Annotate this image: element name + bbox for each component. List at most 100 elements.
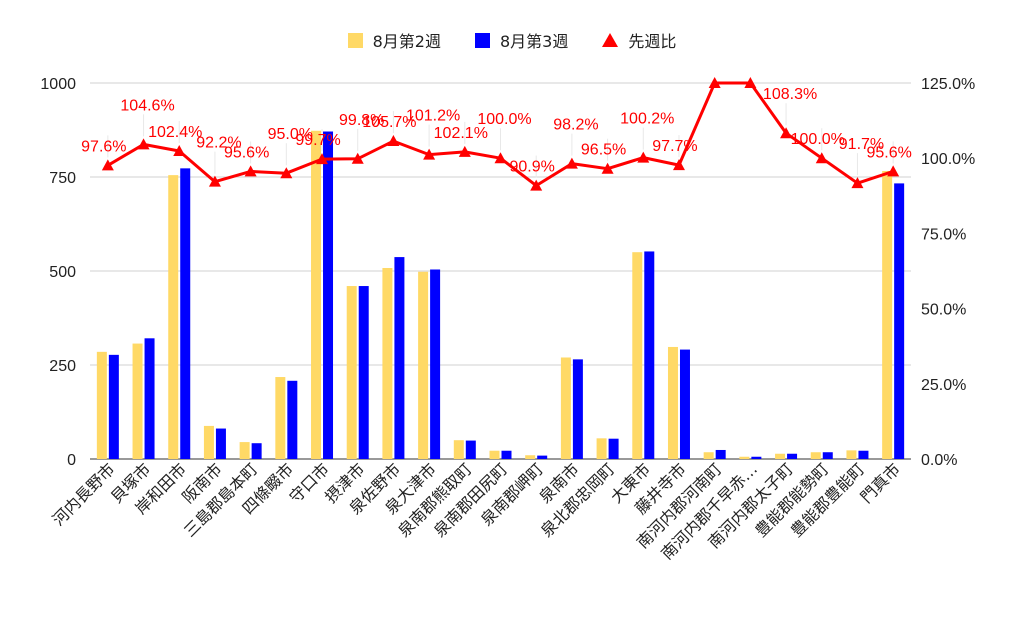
- bar-week2: [489, 450, 500, 459]
- y-right-tick-label: 0.0%: [921, 452, 957, 469]
- ratio-data-label: 99.8%: [339, 112, 384, 129]
- ratio-data-label: 98.2%: [553, 117, 598, 134]
- bar-week3: [715, 449, 726, 459]
- ratio-data-label: 99.7%: [295, 132, 340, 149]
- ratio-data-label: 96.5%: [581, 142, 626, 159]
- ratio-point: [851, 177, 864, 189]
- ratio-data-label: 100.2%: [620, 111, 674, 128]
- bar-week2: [632, 252, 643, 459]
- ratio-data-label: 101.2%: [406, 108, 460, 125]
- ratio-point: [815, 152, 828, 164]
- bar-week3: [465, 440, 476, 459]
- bar-week3: [180, 168, 191, 460]
- y-left-tick-label: 0: [67, 452, 76, 469]
- ratio-point: [208, 175, 221, 187]
- legend-item-week2[interactable]: 8月第2週: [347, 28, 441, 52]
- ratio-point: [601, 162, 614, 174]
- bar-week2: [275, 377, 286, 459]
- ratio-point: [530, 179, 543, 191]
- ratio-data-label: 105.7%: [362, 114, 416, 131]
- ratio-data-label: 90.9%: [510, 159, 555, 176]
- bar-week3: [751, 456, 762, 459]
- ratio-data-label: 100.0%: [791, 131, 845, 148]
- legend-item-ratio[interactable]: 先週比: [602, 28, 676, 52]
- bar-week2: [346, 286, 357, 459]
- ratio-data-label: 104.6%: [120, 97, 174, 114]
- bar-week2: [775, 453, 786, 459]
- y-right-tick-label: 100.0%: [921, 151, 975, 168]
- ratio-data-label: 95.6%: [866, 144, 911, 161]
- legend-swatch-week3: [474, 32, 490, 48]
- ratio-data-label: 97.6%: [81, 138, 126, 155]
- ratio-point: [494, 152, 507, 164]
- ratio-data-label: 92.2%: [196, 135, 241, 152]
- ratio-point: [387, 135, 400, 147]
- legend-label-week3: 8月第3週: [499, 32, 569, 51]
- bar-week2: [560, 357, 571, 459]
- bar-week3: [894, 183, 905, 459]
- ratio-point: [672, 159, 685, 171]
- bar-week2: [810, 452, 821, 459]
- bar-week3: [323, 131, 334, 459]
- bar-week3: [215, 428, 226, 459]
- bar-week2: [168, 175, 179, 459]
- ratio-point: [101, 159, 114, 171]
- bar-week2: [667, 346, 678, 459]
- bar-week2: [203, 425, 214, 459]
- y-right-tick-label: 50.0%: [921, 302, 966, 319]
- bar-week2: [525, 455, 536, 459]
- ratio-data-label: 91.7%: [839, 136, 884, 153]
- ratio-data-label: 95.0%: [268, 126, 313, 143]
- ratio-point: [316, 153, 329, 165]
- bar-week3: [608, 438, 619, 459]
- x-tick-label: 守口市: [285, 459, 332, 506]
- ratio-data-label: 100.0%: [477, 111, 531, 128]
- bar-week2: [596, 438, 607, 459]
- legend-item-week3[interactable]: 8月第3週: [474, 28, 569, 52]
- bar-week2: [239, 442, 250, 459]
- bar-week2: [739, 456, 750, 459]
- bar-week3: [501, 450, 512, 459]
- y-left-tick-label: 750: [49, 170, 76, 187]
- ratio-data-label: 95.6%: [224, 144, 269, 161]
- y-right-tick-label: 25.0%: [921, 377, 966, 394]
- y-left-tick-label: 250: [49, 358, 76, 375]
- ratio-data-label: 102.1%: [434, 125, 488, 142]
- ratio-point: [351, 152, 364, 164]
- ratio-point: [780, 127, 793, 139]
- bar-week3: [858, 450, 869, 459]
- ratio-point: [458, 145, 471, 157]
- bar-week3: [144, 338, 155, 459]
- chart-legend: 8月第2週 8月第3週 先週比: [0, 28, 1024, 52]
- legend-label-ratio: 先週比: [628, 32, 677, 51]
- bar-week2: [882, 170, 893, 459]
- bar-week3: [572, 359, 583, 459]
- bar-week3: [537, 455, 548, 459]
- ratio-point: [280, 167, 293, 179]
- bar-week2: [311, 130, 322, 459]
- ratio-point: [565, 157, 578, 169]
- bar-week3: [251, 443, 262, 459]
- bar-week2: [132, 343, 143, 459]
- ratio-data-label: 102.4%: [148, 124, 202, 141]
- bar-week3: [644, 251, 655, 459]
- y-left-tick-label: 1000: [40, 76, 76, 93]
- ratio-point: [637, 151, 650, 163]
- bar-week2: [382, 267, 393, 459]
- bar-week3: [787, 453, 798, 459]
- bar-week2: [846, 450, 857, 459]
- ratio-point: [137, 138, 150, 150]
- triangle-icon: [602, 33, 619, 47]
- bar-week2: [703, 452, 714, 459]
- bar-week2: [96, 351, 107, 459]
- bar-week2: [418, 271, 429, 459]
- ratio-point: [423, 148, 436, 160]
- ratio-point: [244, 165, 257, 177]
- y-right-tick-label: 125.0%: [921, 76, 975, 93]
- legend-label-week2: 8月第2週: [372, 32, 441, 51]
- ratio-point: [708, 77, 721, 88]
- bar-week3: [358, 286, 369, 459]
- bar-week3: [394, 257, 405, 459]
- y-right-tick-label: 75.0%: [921, 226, 966, 243]
